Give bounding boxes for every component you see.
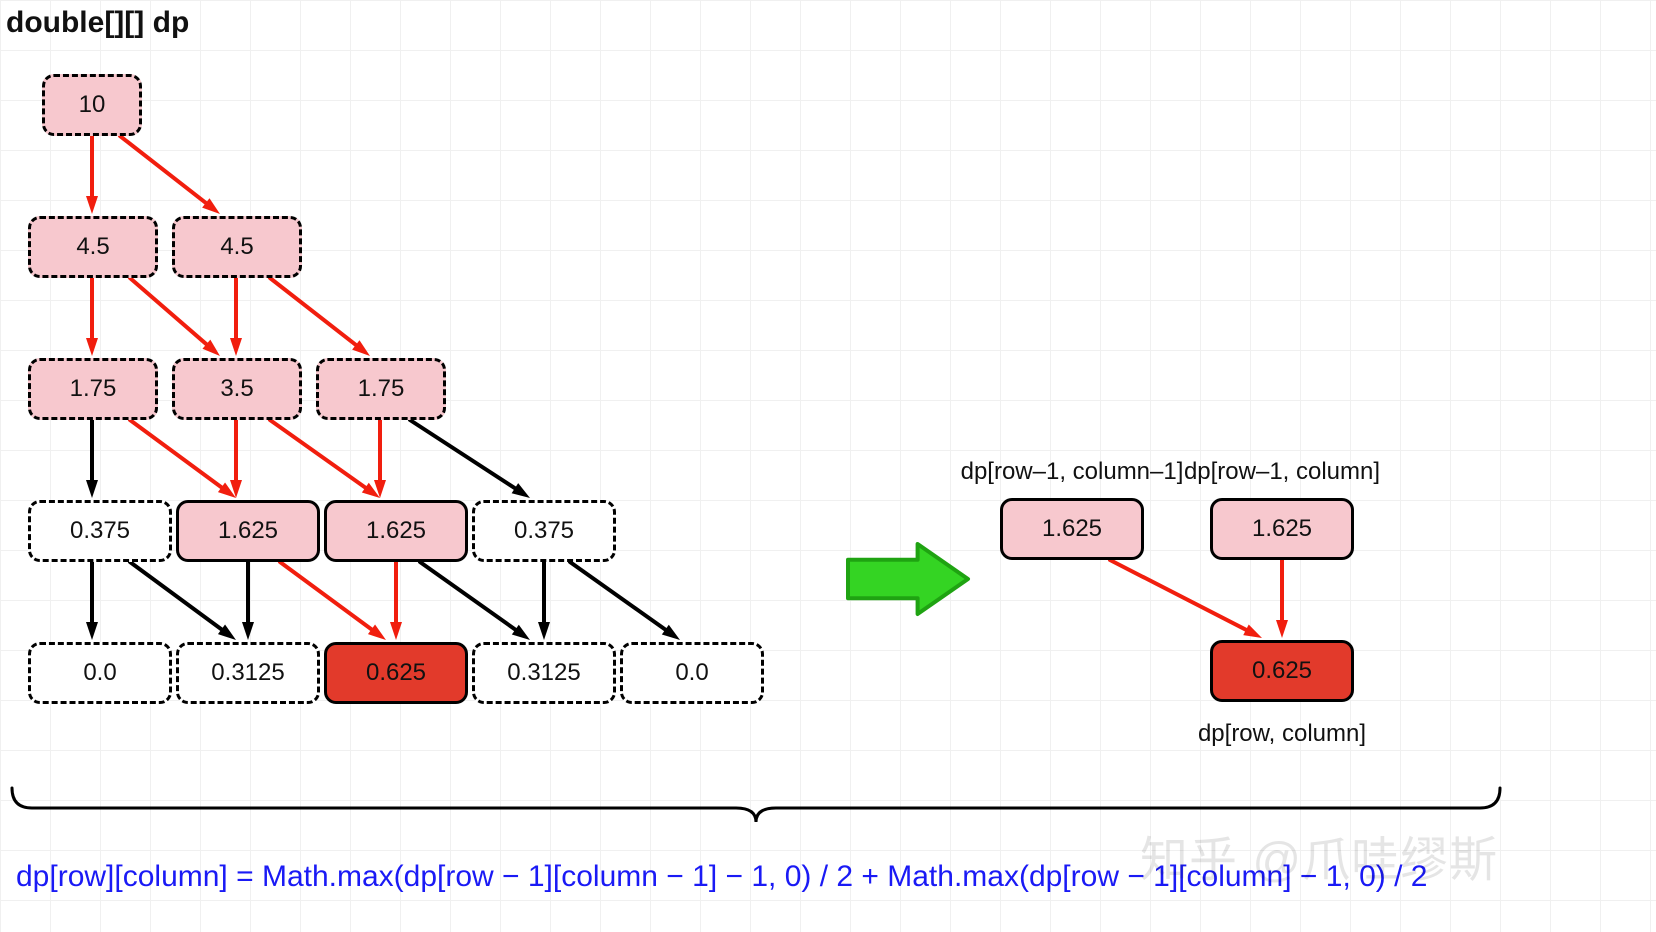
dp-node: 0.3125: [472, 642, 616, 704]
dp-node: 1.75: [316, 358, 446, 420]
dp-node: 0.0: [620, 642, 764, 704]
dp-node: 3.5: [172, 358, 302, 420]
svg-overlay: [0, 0, 1656, 932]
dp-node: 1.625: [324, 500, 468, 562]
dp-node: 0.625: [324, 642, 468, 704]
dp-node: 1.625: [1000, 498, 1144, 560]
dp-node: 0.375: [28, 500, 172, 562]
child-label: dp[row, column]: [1180, 720, 1384, 748]
dp-node: 1.625: [176, 500, 320, 562]
dp-node: 1.75: [28, 358, 158, 420]
parent-label: dp[row–1, column–1]: [960, 458, 1184, 486]
parent-label: dp[row–1, column]: [1170, 458, 1394, 486]
page-title: double[][] dp: [6, 6, 189, 40]
dp-node: 0.3125: [176, 642, 320, 704]
dp-node: 4.5: [28, 216, 158, 278]
dp-node: 4.5: [172, 216, 302, 278]
dp-node: 10: [42, 74, 142, 136]
dp-node: 0.625: [1210, 640, 1354, 702]
watermark: 知乎 @爪哇缪斯: [1140, 820, 1498, 890]
dp-node: 1.625: [1210, 498, 1354, 560]
dp-node: 0.0: [28, 642, 172, 704]
dp-node: 0.375: [472, 500, 616, 562]
diagram-stage: double[][] dp dp[row][column] = Math.max…: [0, 0, 1656, 932]
